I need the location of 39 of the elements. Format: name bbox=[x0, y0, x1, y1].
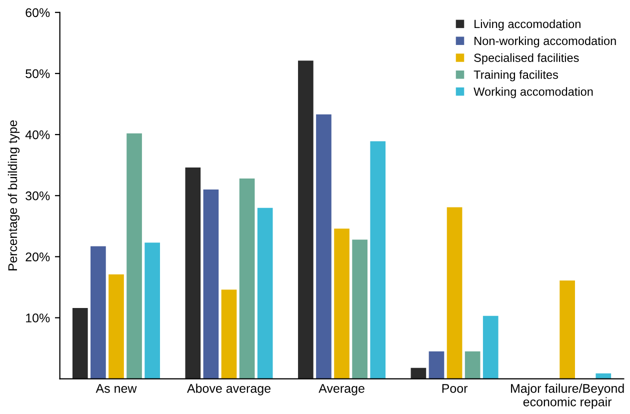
bar bbox=[144, 242, 160, 379]
bar bbox=[257, 208, 273, 379]
bar bbox=[428, 351, 444, 379]
y-axis-title: Percentage of building type bbox=[8, 120, 20, 270]
y-tick-label: 30% bbox=[26, 191, 50, 200]
legend-label: Working accomodation bbox=[474, 87, 593, 98]
bar bbox=[334, 228, 350, 379]
bar bbox=[298, 60, 314, 379]
y-tick-label: 10% bbox=[26, 314, 50, 322]
bar bbox=[239, 178, 255, 379]
bar bbox=[203, 190, 219, 379]
bar bbox=[482, 316, 498, 379]
bar bbox=[72, 308, 88, 379]
x-tick-label: Major failure/Beyond economic repair bbox=[511, 384, 624, 409]
legend-label: Training facilites bbox=[474, 70, 558, 82]
bar bbox=[596, 373, 612, 379]
y-tick-label: 50% bbox=[26, 69, 50, 78]
legend-label: Living accomodation bbox=[474, 20, 580, 31]
bar bbox=[185, 168, 201, 379]
y-tick-label: 60% bbox=[26, 8, 50, 18]
bar bbox=[410, 368, 426, 379]
bar bbox=[316, 114, 332, 379]
legend-label: Non-working accomodation bbox=[474, 36, 616, 48]
bar bbox=[108, 274, 124, 379]
bar bbox=[464, 351, 480, 379]
y-tick-label: 20% bbox=[26, 252, 50, 262]
bar bbox=[370, 141, 386, 379]
bar bbox=[126, 133, 142, 379]
x-tick-label: Above average bbox=[186, 384, 270, 396]
x-tick-label: Poor bbox=[442, 384, 468, 393]
bar bbox=[90, 246, 106, 379]
bar bbox=[446, 207, 462, 379]
legend-label: Specialised facilities bbox=[474, 53, 579, 64]
x-tick-label: Average bbox=[318, 384, 364, 396]
bar bbox=[352, 240, 368, 379]
bar bbox=[560, 280, 575, 379]
bar bbox=[221, 290, 237, 379]
y-tick-label: 40% bbox=[25, 130, 50, 140]
x-tick-label: As new bbox=[96, 384, 137, 393]
